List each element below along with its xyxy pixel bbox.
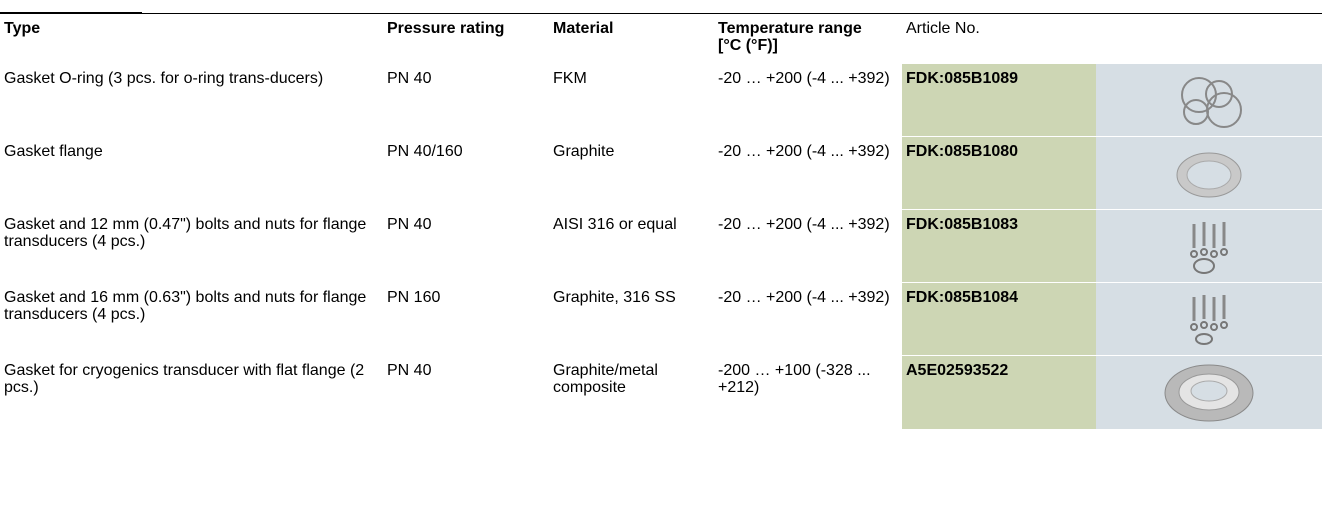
article-number: A5E02593522 <box>902 355 1096 429</box>
table-cell: PN 40 <box>383 209 549 283</box>
article-number: FDK:085B1083 <box>902 209 1096 283</box>
article-number: FDK:085B1084 <box>902 282 1096 356</box>
flange-gasket-image <box>1176 152 1242 198</box>
table-cell: -200 … +100 (-328 ... +212) <box>714 355 902 429</box>
header-cell: Article No. <box>902 13 1096 64</box>
header-cell: Material <box>549 13 714 64</box>
table-cell: Gasket and 16 mm (0.63") bolts and nuts … <box>0 282 383 356</box>
table-cell: -20 … +200 (-4 ... +392) <box>714 63 902 137</box>
table-cell: PN 40 <box>383 63 549 137</box>
bolts-image <box>1190 222 1228 274</box>
table-cell: Graphite, 316 SS <box>549 282 714 356</box>
cryogenic-gasket-image <box>1164 364 1254 422</box>
table-cell: Gasket and 12 mm (0.47") bolts and nuts … <box>0 209 383 283</box>
heading-rule <box>0 12 142 13</box>
table-cell: Graphite/metal composite <box>549 355 714 429</box>
image-cell <box>1096 282 1322 356</box>
header-row: Type Pressure rating Material Temperatur… <box>0 13 1322 64</box>
image-cell <box>1096 209 1322 283</box>
header-text: Temperature range [°C (°F)] <box>718 20 862 54</box>
table-body: Gasket O-ring (3 pcs. for o-ring trans-d… <box>0 63 1322 429</box>
table-cell: -20 … +200 (-4 ... +392) <box>714 282 902 356</box>
table-cell: PN 40 <box>383 355 549 429</box>
table-cell: -20 … +200 (-4 ... +392) <box>714 136 902 210</box>
o-rings-image <box>1181 77 1242 128</box>
table-cell: Gasket for cryogenics transducer with fl… <box>0 355 383 429</box>
table-cell: AISI 316 or equal <box>549 209 714 283</box>
accessory-table: Type Pressure rating Material Temperatur… <box>0 13 1322 429</box>
bolts-image <box>1190 295 1228 345</box>
table-row: Gasket and 16 mm (0.63") bolts and nuts … <box>0 282 1322 356</box>
article-number: FDK:085B1089 <box>902 63 1096 137</box>
table-cell: Gasket flange <box>0 136 383 210</box>
image-cell <box>1096 136 1322 210</box>
header-cell: Pressure rating <box>383 13 549 64</box>
table-row: Gasket O-ring (3 pcs. for o-ring trans-d… <box>0 63 1322 137</box>
image-cell <box>1096 355 1322 429</box>
header-cell <box>1096 13 1322 64</box>
table-cell: PN 160 <box>383 282 549 356</box>
table-cell: Gasket O-ring (3 pcs. for o-ring trans-d… <box>0 63 383 137</box>
image-cell <box>1096 63 1322 137</box>
table-row: Gasket for cryogenics transducer with fl… <box>0 355 1322 429</box>
header-cell: Type <box>0 13 383 64</box>
table-cell: -20 … +200 (-4 ... +392) <box>714 209 902 283</box>
article-number: FDK:085B1080 <box>902 136 1096 210</box>
table-cell: Graphite <box>549 136 714 210</box>
table-row: Gasket flange PN 40/160 Graphite -20 … +200… <box>0 136 1322 210</box>
table-cell: PN 40/160 <box>383 136 549 210</box>
table-cell: FKM <box>549 63 714 137</box>
header-cell: Temperature range [°C (°F)] <box>714 13 902 64</box>
table-row: Gasket and 12 mm (0.47") bolts and nuts … <box>0 209 1322 283</box>
